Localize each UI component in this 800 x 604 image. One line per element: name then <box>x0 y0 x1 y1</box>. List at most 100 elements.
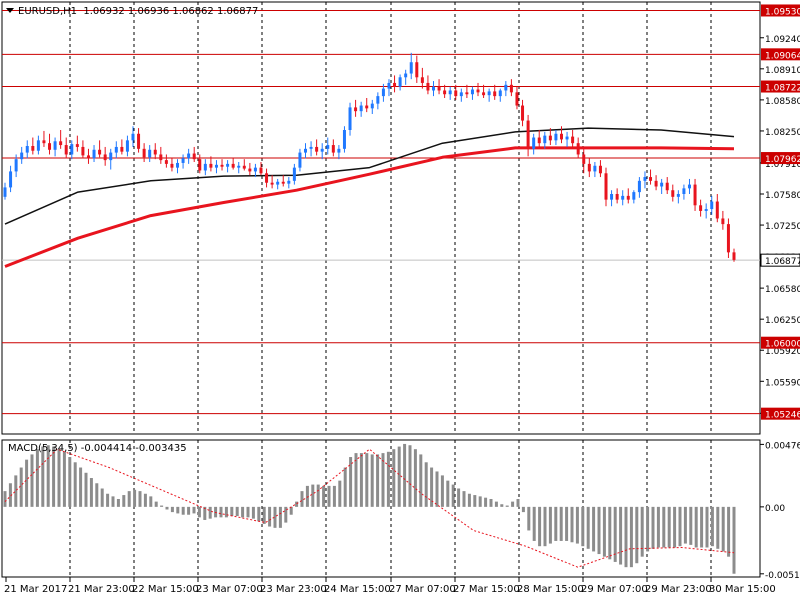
macd-bar <box>694 506 698 548</box>
candle-body <box>526 120 530 149</box>
macd-bar <box>300 491 304 507</box>
macd-bar <box>489 498 493 507</box>
macd-bar <box>721 506 725 552</box>
macd-bar <box>84 472 88 507</box>
price-axis-label: 1.08580 <box>765 97 800 107</box>
candle-body <box>376 96 380 104</box>
candle-body <box>682 188 686 194</box>
macd-panel-frame <box>1 439 761 578</box>
chart-menu-triangle-icon[interactable] <box>6 8 14 13</box>
macd-bar <box>181 506 185 515</box>
candle-body <box>660 182 664 187</box>
macd-bar <box>95 483 99 507</box>
candle-body <box>415 62 419 78</box>
candle-body <box>626 195 630 200</box>
macd-bar <box>494 501 498 507</box>
candle-body <box>75 144 79 147</box>
candle-body <box>365 105 369 109</box>
candle-body <box>715 201 719 219</box>
macd-bar <box>203 506 207 520</box>
candle-body <box>281 181 285 184</box>
macd-bar <box>710 506 714 547</box>
macd-bar <box>570 506 574 543</box>
macd-bar <box>343 467 347 507</box>
candle-body <box>226 163 230 167</box>
candle-body <box>548 135 552 141</box>
macd-bar <box>338 480 342 507</box>
macd-bar <box>651 506 655 549</box>
x-axis-label: 29 Mar 07:00 <box>581 584 648 595</box>
candle-body <box>259 167 263 174</box>
candle-body <box>187 153 191 159</box>
macd-bar <box>354 453 358 507</box>
candle-body <box>203 163 207 171</box>
x-axis-label: 23 Mar 07:00 <box>196 584 263 595</box>
macd-bar <box>138 491 142 507</box>
macd-bar <box>473 495 477 507</box>
candle-body <box>493 91 497 97</box>
price-axis-label: 1.07910 <box>765 160 800 170</box>
macd-bar <box>79 467 83 507</box>
candle-body <box>482 92 486 96</box>
candle-body <box>459 92 463 97</box>
level-tag <box>761 407 800 420</box>
candle-body <box>704 209 708 211</box>
candle-body <box>454 90 458 97</box>
level-tag <box>761 4 800 17</box>
candle-body <box>348 107 352 130</box>
candle-body <box>409 62 413 74</box>
level-tag-label: 1.09530 <box>765 7 800 17</box>
macd-bar <box>430 467 434 507</box>
candle-body <box>276 181 280 185</box>
x-axis-label: 30 Mar 15:00 <box>709 584 776 595</box>
macd-bar <box>41 446 45 507</box>
candle-body <box>671 190 675 197</box>
x-axis-label: 27 Mar 07:00 <box>389 584 456 595</box>
candle-body <box>270 182 274 185</box>
macd-bar <box>532 506 536 541</box>
candle-body <box>721 218 725 225</box>
macd-bar <box>176 506 180 514</box>
candle-body <box>665 182 669 191</box>
level-tag-label: 1.08722 <box>765 84 800 94</box>
candle-body <box>565 136 569 140</box>
x-axis-label: 21 Mar 2017 <box>4 584 67 595</box>
candle-body <box>359 105 363 112</box>
macd-bar <box>511 501 515 507</box>
candle-body <box>699 205 703 211</box>
macd-bar <box>467 493 471 507</box>
candle-body <box>610 194 614 200</box>
macd-bar <box>241 506 245 518</box>
candle-body <box>465 92 469 95</box>
macd-bar <box>219 506 223 518</box>
macd-bar <box>154 501 158 507</box>
x-axis-label: 28 Mar 15:00 <box>517 584 584 595</box>
candle-body <box>498 90 502 97</box>
price-axis-label: 1.06580 <box>765 285 800 295</box>
macd-bar <box>25 459 29 507</box>
candle-body <box>354 107 358 112</box>
candle-body <box>142 148 146 158</box>
candle-body <box>509 84 513 93</box>
level-tag-label: 1.06000 <box>765 340 800 350</box>
macd-bar <box>165 506 169 510</box>
candle-body <box>693 184 697 206</box>
candle-body <box>309 146 313 149</box>
macd-bar <box>484 497 488 507</box>
macd-bar <box>19 467 23 507</box>
candle-body <box>320 148 324 152</box>
macd-bar <box>727 506 731 557</box>
x-axis-label: 24 Mar 15:00 <box>324 584 391 595</box>
candle-body <box>571 136 575 144</box>
macd-bar <box>629 506 633 568</box>
level-tag-label: 1.05246 <box>765 411 800 421</box>
candle-body <box>159 154 163 161</box>
macd-bar <box>224 506 228 518</box>
macd-bar <box>700 506 704 548</box>
macd-bar <box>235 506 239 517</box>
price-axis-label: 1.07250 <box>765 222 800 232</box>
candle-body <box>643 177 647 181</box>
macd-bar <box>327 485 331 507</box>
candle-body <box>437 86 441 91</box>
candle-body <box>404 73 408 78</box>
